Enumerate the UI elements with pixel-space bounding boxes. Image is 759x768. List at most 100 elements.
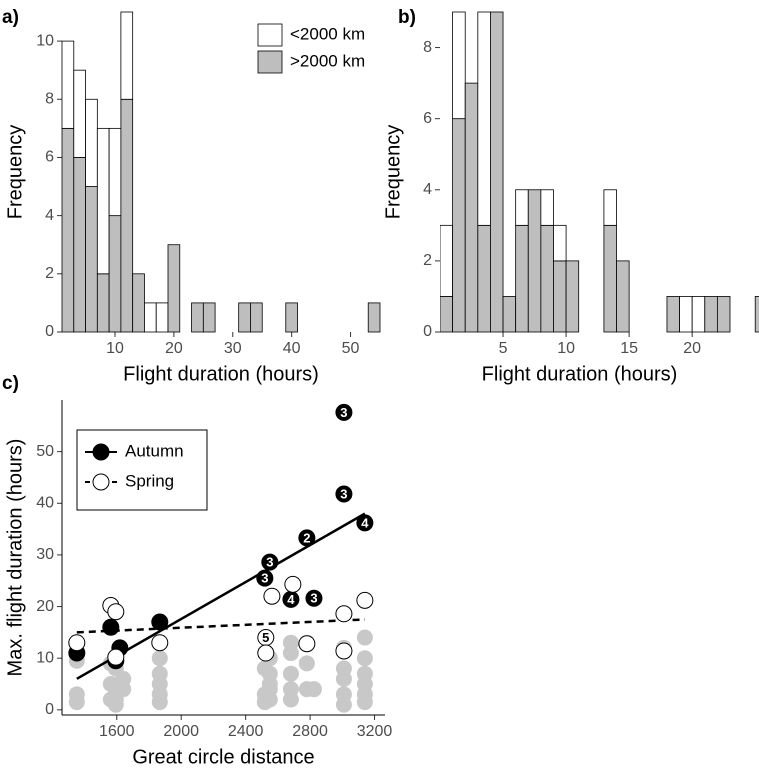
- point: [356, 694, 373, 711]
- panel: b) Flight duration (hours) Frequency 0 2 4 6 8 5…: [382, 7, 759, 385]
- bar: [96, 127, 110, 275]
- point-label: 3: [266, 555, 273, 570]
- point: [151, 613, 169, 631]
- point: [298, 529, 316, 547]
- y-tick-label: 40: [36, 494, 54, 511]
- y-tick-label: 50: [36, 443, 54, 460]
- y-tick-label: 2: [423, 252, 432, 269]
- bar: [108, 127, 122, 217]
- x-tick-label: 20: [165, 340, 183, 357]
- point: [261, 553, 279, 571]
- bar: [490, 11, 504, 333]
- bar: [73, 69, 86, 158]
- point-label: 4: [361, 515, 369, 530]
- y-tick-label: 6: [423, 110, 432, 127]
- bar: [191, 302, 204, 333]
- bar: [716, 296, 731, 333]
- bar: [540, 189, 554, 226]
- point: [151, 694, 168, 711]
- panel: c) Great circle distance Max. flight durat…: [2, 373, 392, 768]
- bar: [85, 98, 98, 187]
- x-tick-label: 15: [620, 340, 638, 357]
- bar: [704, 296, 718, 333]
- y-tick-label: 0: [45, 701, 54, 718]
- point: [282, 691, 299, 708]
- x-tick-label: 40: [283, 340, 301, 357]
- point: [335, 485, 353, 503]
- point-label: 3: [310, 591, 317, 606]
- bar: [452, 118, 466, 333]
- legend-swatch: [257, 50, 283, 74]
- bar: [565, 260, 580, 333]
- point: [335, 696, 352, 713]
- x-tick-label: 30: [224, 340, 242, 357]
- point: [335, 670, 352, 687]
- x-axis-title: Flight duration (hours): [123, 363, 319, 385]
- y-axis-title: Frequency: [382, 125, 404, 220]
- y-tick-label: 6: [45, 149, 54, 166]
- bar: [515, 189, 529, 226]
- legend-swatch: [257, 23, 283, 47]
- point-label: 2: [303, 530, 310, 545]
- point: [282, 665, 299, 682]
- bars: [440, 11, 759, 333]
- bar: [202, 302, 216, 333]
- bar: [285, 302, 298, 333]
- point-label: 4: [287, 592, 295, 607]
- y-tick-label: 20: [36, 598, 54, 615]
- x-tick-label: 5: [499, 340, 508, 357]
- bar: [367, 302, 381, 333]
- y-tick-label: 2: [45, 265, 54, 282]
- point: [68, 694, 85, 711]
- panel-label: a): [2, 7, 19, 28]
- bar: [144, 302, 157, 333]
- point: [356, 591, 374, 609]
- bar: [73, 157, 86, 333]
- x-tick-label: 50: [342, 340, 360, 357]
- bar: [616, 260, 630, 333]
- panel-label: c): [2, 373, 19, 394]
- bar: [553, 224, 567, 262]
- panel-label: b): [398, 7, 416, 28]
- bar: [132, 273, 145, 333]
- x-tick-label: 20: [683, 340, 701, 357]
- point: [356, 629, 373, 646]
- bar: [238, 302, 251, 333]
- point: [107, 603, 125, 621]
- bar: [452, 11, 466, 120]
- legend-marker: [92, 473, 110, 491]
- y-tick-label: 10: [36, 32, 54, 49]
- y-axis-title: Max. flight duration (hours): [4, 439, 26, 677]
- x-tick-label: 2800: [292, 723, 328, 740]
- bar: [515, 224, 529, 333]
- legend-marker: [92, 443, 110, 461]
- y-tick-label: 10: [36, 649, 54, 666]
- point: [305, 589, 323, 607]
- x-axis-title: Flight duration (hours): [482, 363, 678, 385]
- y-tick-label: 30: [36, 546, 54, 563]
- bars: [61, 11, 381, 333]
- x-tick-label: 2400: [228, 723, 264, 740]
- bar: [754, 296, 759, 333]
- point: [298, 635, 316, 653]
- x-axis-title: Great circle distance: [132, 746, 314, 768]
- x-tick-label: 1600: [99, 723, 135, 740]
- y-axis-title: Frequency: [4, 125, 26, 220]
- bar: [120, 11, 134, 100]
- bar: [477, 224, 491, 333]
- point-label: 3: [340, 486, 347, 501]
- bar: [553, 260, 567, 333]
- legend-label: Spring: [125, 471, 174, 490]
- bar: [120, 98, 134, 333]
- y-tick-label: 4: [45, 207, 54, 224]
- x-tick-label: 10: [557, 340, 575, 357]
- point: [335, 642, 353, 660]
- point: [107, 696, 124, 713]
- bar: [679, 296, 693, 333]
- point: [261, 691, 278, 708]
- y-tick-label: 0: [45, 323, 54, 340]
- bar: [502, 296, 517, 333]
- trend-line: [76, 618, 365, 634]
